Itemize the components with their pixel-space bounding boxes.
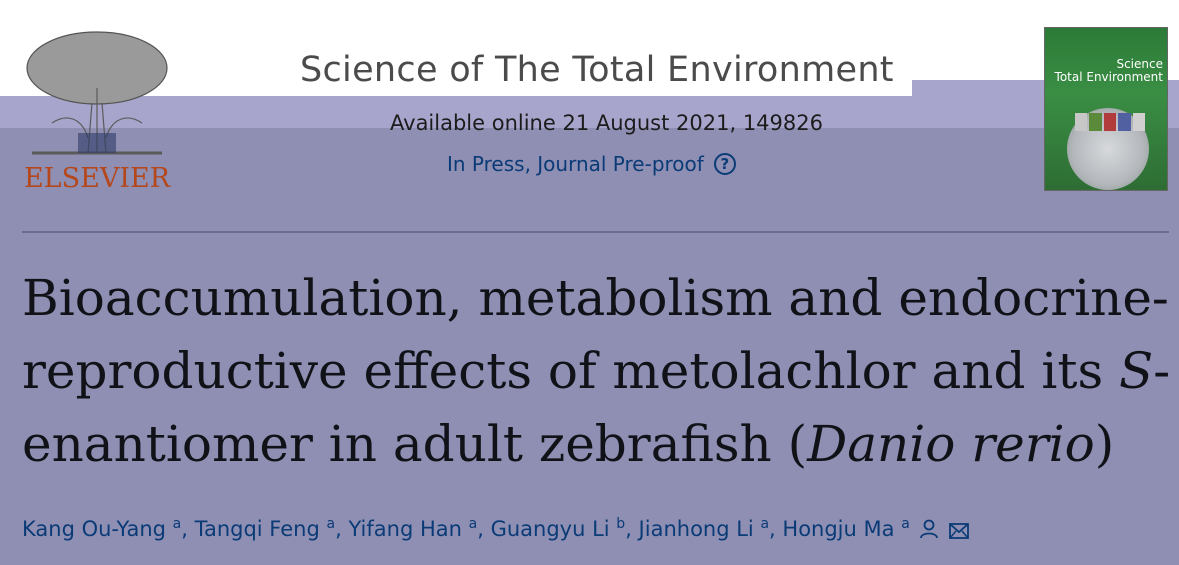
envelope-icon[interactable] <box>949 523 970 539</box>
pre-proof-link[interactable]: In Press, Journal Pre-proof <box>447 152 704 176</box>
article-title: Bioaccumulation, metabolism and endocrin… <box>22 269 1171 473</box>
journal-title-link[interactable]: Science of The Total Environment <box>300 50 894 90</box>
cover-bars <box>1075 113 1146 131</box>
affiliation-marker[interactable]: a <box>172 516 182 532</box>
elsevier-logo[interactable]: ELSEVIER <box>22 28 172 194</box>
author-list: Kang Ou-Yang a, Tangqi Feng a, Yifang Ha… <box>22 516 1172 541</box>
person-icon[interactable] <box>920 519 939 539</box>
pre-proof-status: In Press, Journal Pre-proof ? <box>447 152 736 176</box>
selection-highlight <box>0 96 1179 128</box>
header-divider <box>22 231 1169 233</box>
author-link[interactable]: Kang Ou-Yang <box>22 517 166 541</box>
author-link[interactable]: Tangqi Feng <box>194 517 320 541</box>
affiliation-marker[interactable]: a <box>326 516 336 532</box>
author-link[interactable]: Yifang Han <box>348 517 462 541</box>
affiliation-marker[interactable]: b <box>616 516 626 532</box>
affiliation-marker[interactable]: a <box>901 516 910 532</box>
author-link[interactable]: Hongju Ma <box>782 517 895 541</box>
affiliation-marker[interactable]: a <box>468 516 478 532</box>
elsevier-wordmark: ELSEVIER <box>23 163 171 194</box>
author-link[interactable]: Guangyu Li <box>490 517 610 541</box>
author-link[interactable]: Jianhong Li <box>638 517 754 541</box>
availability-text: Available online 21 August 2021, 149826 <box>390 111 823 135</box>
cover-title: Science Total Environment <box>1054 57 1163 84</box>
elsevier-tree-icon <box>26 31 168 155</box>
affiliation-marker[interactable]: a <box>760 516 770 532</box>
journal-cover-image[interactable]: Science Total Environment <box>1044 27 1168 191</box>
question-circle-icon[interactable]: ? <box>713 153 736 175</box>
